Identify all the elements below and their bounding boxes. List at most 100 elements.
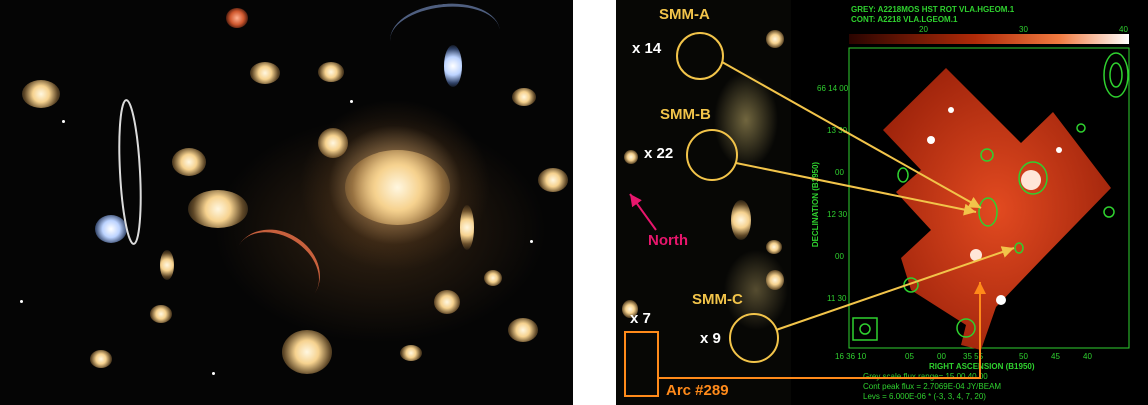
galaxy	[250, 62, 280, 84]
bright-source	[948, 107, 954, 113]
galaxy	[766, 30, 784, 48]
arc-289-label: Arc #289	[666, 382, 729, 399]
plot-footer-line2: Cont peak flux = 2.7069E-04 JY/BEAM	[863, 382, 1002, 391]
plot-frame	[848, 47, 1130, 349]
y-tick: 13 30	[827, 126, 848, 135]
galaxy	[508, 318, 538, 342]
plot-footer-line3: Levs = 6.000E-06 * (-3, 3, 4, 7, 20)	[863, 392, 986, 401]
x-tick: 50	[1019, 352, 1028, 361]
contour	[1109, 62, 1123, 88]
contour	[1018, 161, 1048, 195]
galaxy	[400, 345, 422, 361]
colorbar-tick: 30	[1019, 25, 1028, 34]
star	[350, 100, 353, 103]
smm-annotated-panel: GREY: A2218MOS HST ROT VLA.HGEOM.1 CONT:…	[616, 0, 1148, 405]
galaxy	[444, 45, 462, 87]
arc-289-arrow	[658, 282, 986, 379]
bright-source	[927, 136, 935, 144]
x-tick: 00	[937, 352, 946, 361]
galaxy	[95, 215, 127, 243]
contour	[956, 318, 976, 338]
contour	[897, 167, 909, 183]
arc-289-outline	[118, 99, 142, 245]
y-tick: 12 30	[827, 210, 848, 219]
galaxy	[484, 270, 502, 286]
galaxy	[90, 350, 112, 368]
hst-strip-image	[616, 0, 791, 405]
smm-c-arrow	[775, 246, 1015, 331]
beam-box	[852, 317, 878, 341]
galaxy	[622, 300, 638, 318]
annotation-overlay	[624, 32, 1015, 397]
contour	[978, 197, 998, 227]
smm-c-circle	[729, 313, 779, 363]
smm-a-magnification: x 14	[632, 40, 662, 57]
galaxy	[318, 62, 344, 82]
north-arrow	[629, 193, 657, 231]
bright-source	[996, 295, 1006, 305]
galaxy	[538, 168, 568, 192]
galaxy	[282, 330, 332, 374]
plot-header-line2: CONT: A2218 VLA.LGEOM.1	[851, 15, 958, 24]
smm-b-magnification: x 22	[644, 145, 674, 162]
x-tick: 16 36 10	[835, 352, 867, 361]
galaxy	[766, 270, 784, 290]
smm-b-circle	[686, 129, 738, 181]
smm-c-magnification: x 9	[700, 330, 721, 347]
smm-c-label: SMM-C	[692, 291, 743, 308]
galaxy	[188, 190, 248, 228]
arc-289-box	[624, 331, 659, 397]
y-tick: 00	[835, 252, 844, 261]
colorbar	[849, 34, 1129, 44]
y-tick: 11 30	[827, 294, 847, 303]
radio-overlay-plot: GREY: A2218MOS HST ROT VLA.HGEOM.1 CONT:…	[791, 0, 1148, 405]
galaxy	[22, 80, 60, 108]
y-tick: 66 14 00	[817, 84, 849, 93]
central-galaxy	[345, 150, 450, 225]
contour	[980, 148, 994, 162]
galaxy	[731, 200, 751, 240]
smm-a-arrow	[721, 61, 982, 209]
colorbar-tick: 20	[919, 25, 928, 34]
galaxy	[512, 88, 536, 106]
galaxy	[624, 150, 638, 164]
star	[530, 240, 533, 243]
bright-source	[1056, 147, 1062, 153]
galaxy	[460, 205, 474, 250]
galaxy	[318, 128, 348, 158]
x-tick: 45	[1051, 352, 1060, 361]
smm-b-label: SMM-B	[660, 106, 711, 123]
plot-svg	[848, 34, 1130, 350]
radio-contours	[852, 52, 1129, 341]
contour	[1103, 52, 1129, 98]
colorbar-tick: 40	[1119, 25, 1128, 34]
smm-a-label: SMM-A	[659, 6, 710, 23]
contour	[1014, 242, 1024, 254]
smm-b-arrow	[735, 162, 977, 216]
galaxy	[226, 8, 248, 28]
bright-source	[1021, 170, 1041, 190]
x-tick: 40	[1083, 352, 1092, 361]
galaxy	[150, 305, 172, 323]
galaxy	[434, 290, 460, 314]
smm-a-circle	[676, 32, 724, 80]
x-tick: 35 55	[963, 352, 984, 361]
galaxy	[160, 250, 174, 280]
x-axis-label: RIGHT ASCENSION (B1950)	[929, 362, 1035, 371]
star	[62, 120, 65, 123]
beam	[859, 323, 871, 335]
star	[20, 300, 23, 303]
bright-source	[970, 249, 982, 261]
plot-footer-line1: Grey scale flux range= 15.00 40.00	[863, 372, 988, 381]
x-tick: 05	[905, 352, 914, 361]
hst-cluster-image	[0, 0, 573, 405]
galaxy	[172, 148, 206, 176]
arc-magnification: x 7	[630, 310, 651, 327]
north-label: North	[648, 232, 688, 249]
y-tick: 00	[835, 168, 844, 177]
contour	[1103, 206, 1115, 218]
star	[212, 372, 215, 375]
galaxy	[766, 240, 782, 254]
contour	[1076, 123, 1086, 133]
arc-outline-overlay	[118, 99, 142, 245]
